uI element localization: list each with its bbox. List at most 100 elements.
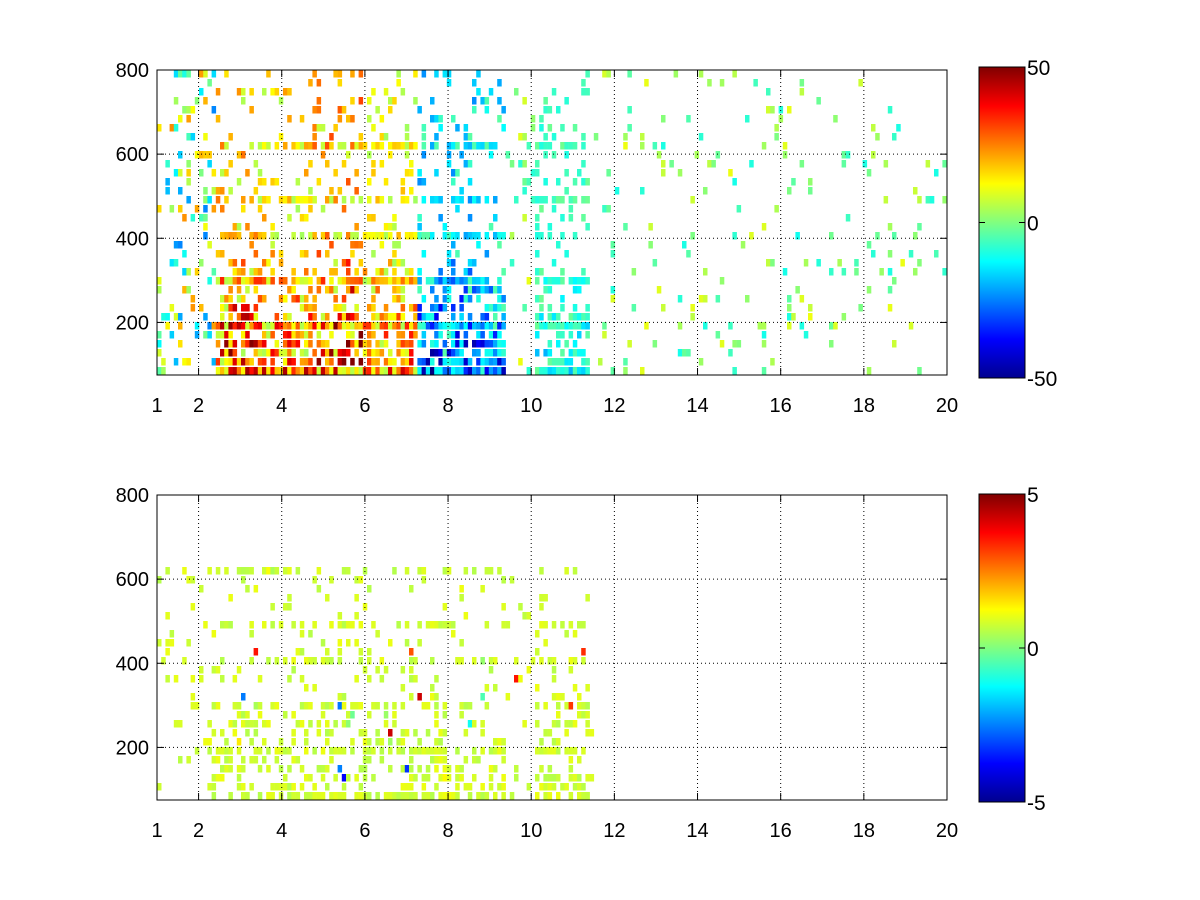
heatmap-cell (488, 88, 494, 96)
heatmap-cell (652, 142, 658, 150)
heatmap-cell (178, 340, 183, 348)
heatmap-cell (354, 322, 359, 330)
heatmap-cell (228, 187, 233, 195)
heatmap-cell (572, 178, 578, 186)
heatmap-cell (341, 160, 347, 168)
heatmap-cell (283, 349, 288, 357)
heatmap-cell (278, 322, 284, 330)
heatmap-cell (186, 358, 191, 366)
heatmap-cell (186, 169, 191, 177)
heatmap-cell (232, 259, 238, 267)
heatmap-cell (661, 169, 666, 177)
heatmap-cell (241, 268, 246, 276)
x-tick-label: 2 (193, 820, 204, 842)
heatmap-cell (299, 783, 305, 791)
heatmap-cell (455, 367, 460, 375)
heatmap-cell (501, 756, 506, 764)
heatmap-cell (417, 268, 422, 276)
heatmap-cell (207, 160, 212, 168)
heatmap-cell (375, 286, 380, 294)
heatmap-cell (467, 783, 473, 791)
heatmap-cell (610, 241, 616, 249)
heatmap-cell (816, 97, 821, 105)
heatmap-cell (178, 756, 183, 764)
heatmap-cell (337, 765, 343, 773)
heatmap-cell (287, 286, 292, 294)
heatmap-cell (308, 702, 313, 710)
heatmap-cell (413, 331, 418, 339)
heatmap-cell (312, 367, 317, 375)
heatmap-cell (556, 331, 561, 339)
heatmap-cell (333, 268, 338, 276)
heatmap-cell (472, 340, 477, 348)
heatmap-cell (253, 349, 259, 357)
heatmap-cell (430, 313, 435, 321)
heatmap-cell (572, 232, 578, 240)
heatmap-cell (455, 358, 460, 366)
heatmap-cell (409, 349, 414, 357)
heatmap-cell (438, 196, 443, 204)
heatmap-cell (304, 340, 309, 348)
heatmap-cell (442, 304, 448, 312)
heatmap-cell (354, 774, 359, 782)
heatmap-cell (535, 349, 540, 357)
heatmap-cell (329, 657, 334, 665)
heatmap-cell (745, 115, 750, 123)
heatmap-cell (493, 322, 498, 330)
heatmap-cell (337, 792, 343, 800)
heatmap-cell (367, 585, 372, 593)
heatmap-cell (497, 115, 502, 123)
heatmap-cell (291, 367, 296, 375)
heatmap-cell (472, 277, 477, 285)
heatmap-cell (551, 693, 557, 701)
heatmap-cell (430, 277, 435, 285)
heatmap-cell (543, 774, 548, 782)
heatmap-cell (304, 277, 309, 285)
heatmap-cell (270, 621, 275, 629)
heatmap-cell (640, 133, 645, 141)
heatmap-cell (438, 268, 443, 276)
heatmap-cell (535, 792, 540, 800)
heatmap-cell (371, 313, 376, 321)
heatmap-cell (556, 693, 561, 701)
heatmap-cell (577, 313, 582, 321)
heatmap-cell (253, 232, 259, 240)
heatmap-cell (535, 331, 540, 339)
heatmap-cell (526, 142, 532, 150)
heatmap-cell (236, 783, 242, 791)
heatmap-cell (341, 774, 347, 782)
heatmap-cell (556, 367, 561, 375)
heatmap-cell (257, 268, 263, 276)
heatmap-cell (178, 169, 183, 177)
heatmap-cell (463, 286, 469, 294)
heatmap-cell (522, 214, 527, 222)
heatmap-cell (556, 702, 561, 710)
heatmap-cell (572, 349, 578, 357)
heatmap-cell (312, 313, 317, 321)
heatmap-cell (400, 322, 406, 330)
heatmap-cell (497, 277, 502, 285)
heatmap-cell (719, 79, 725, 87)
heatmap-cell (257, 322, 263, 330)
heatmap-cell (501, 603, 506, 611)
heatmap-cell (480, 367, 485, 375)
heatmap-cell (337, 70, 343, 78)
heatmap-cell (467, 142, 473, 150)
heatmap-cell (585, 178, 590, 186)
heatmap-cell (224, 331, 229, 339)
heatmap-cell (404, 349, 410, 357)
heatmap-cell (929, 196, 935, 204)
heatmap-cell (341, 367, 347, 375)
heatmap-cell (438, 756, 443, 764)
heatmap-cell (493, 358, 498, 366)
heatmap-cell (539, 594, 544, 602)
heatmap-cell (547, 747, 553, 755)
heatmap-cell (241, 196, 246, 204)
heatmap-cell (728, 349, 733, 357)
heatmap-cell (572, 567, 578, 575)
heatmap-cell (572, 313, 578, 321)
heatmap-cell (472, 349, 477, 357)
heatmap-cell (341, 205, 347, 213)
heatmap-cell (278, 133, 284, 141)
